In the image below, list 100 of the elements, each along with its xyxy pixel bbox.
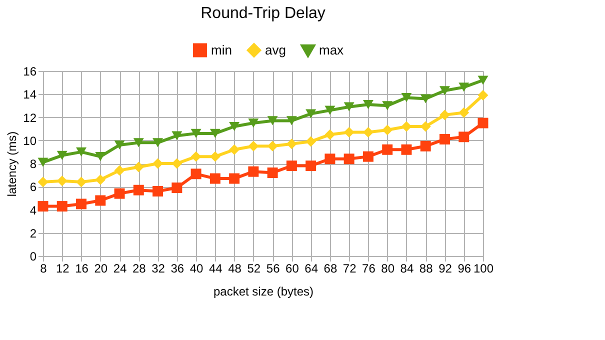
point xyxy=(306,160,316,172)
point xyxy=(439,86,450,96)
point xyxy=(248,166,259,177)
point xyxy=(286,138,297,150)
x-tick-label: 20 xyxy=(94,262,108,276)
point xyxy=(286,160,297,172)
point xyxy=(114,188,125,199)
y-axis-title: latency (ms) xyxy=(5,131,20,197)
point xyxy=(382,144,393,155)
point xyxy=(76,147,87,156)
point xyxy=(38,176,48,188)
x-tick-label: 72 xyxy=(342,262,357,276)
y-tick-label: 4 xyxy=(30,203,37,218)
point xyxy=(267,168,278,178)
point xyxy=(133,138,144,148)
x-tick-label: 56 xyxy=(266,262,280,276)
point xyxy=(401,144,412,155)
y-tick-label: 8 xyxy=(30,157,37,171)
point xyxy=(38,201,48,212)
point xyxy=(38,158,48,167)
chart-title: Round-Trip Delay xyxy=(200,5,326,22)
y-tick-label: 0 xyxy=(30,250,37,264)
point xyxy=(439,134,450,144)
x-tick-label: 24 xyxy=(113,262,128,276)
x-tick-label: 76 xyxy=(362,262,376,276)
point xyxy=(248,118,259,128)
point xyxy=(306,109,316,118)
point xyxy=(210,128,220,138)
point xyxy=(478,90,488,101)
y-tick-label: 6 xyxy=(30,180,37,194)
x-tick-label: 80 xyxy=(381,262,395,276)
point xyxy=(439,110,450,120)
point xyxy=(362,151,374,162)
point xyxy=(420,94,431,104)
point xyxy=(114,165,125,176)
point xyxy=(478,76,488,85)
point xyxy=(344,127,354,138)
point xyxy=(478,118,488,128)
point xyxy=(229,173,240,184)
point xyxy=(56,150,68,160)
point xyxy=(152,138,164,148)
x-tick-label: 52 xyxy=(247,262,261,276)
point xyxy=(382,124,393,136)
point xyxy=(401,121,412,132)
point xyxy=(362,100,374,110)
x-tick-label: 16 xyxy=(75,262,89,276)
point xyxy=(401,93,412,102)
point xyxy=(95,152,106,162)
x-tick-label: 32 xyxy=(152,262,166,276)
point xyxy=(420,140,431,152)
point xyxy=(324,129,336,140)
x-tick-label: 48 xyxy=(228,262,242,276)
y-tick-label: 16 xyxy=(23,64,37,78)
point xyxy=(190,128,202,138)
legend-label: avg xyxy=(265,42,286,58)
x-axis-title: packet size (bytes) xyxy=(213,284,314,298)
x-tick-label: 92 xyxy=(438,262,452,276)
point xyxy=(458,132,470,142)
point xyxy=(172,182,182,194)
point xyxy=(420,121,431,132)
x-tick-label: 40 xyxy=(190,262,204,276)
point xyxy=(190,168,202,180)
x-tick-label: 100 xyxy=(473,262,494,276)
point xyxy=(190,151,202,162)
point xyxy=(362,127,374,138)
y-tick-label: 12 xyxy=(23,110,37,125)
x-tick-label: 68 xyxy=(324,262,338,276)
y-tick-label: 10 xyxy=(23,134,37,148)
x-tick-label: 8 xyxy=(40,262,48,276)
legend-label: min xyxy=(211,42,232,58)
point xyxy=(95,174,106,185)
point xyxy=(267,116,278,126)
point xyxy=(114,140,125,150)
legend-label: max xyxy=(319,42,344,58)
x-tick-label: 12 xyxy=(56,262,70,276)
x-tick-label: 44 xyxy=(208,262,223,276)
point xyxy=(210,173,220,184)
point xyxy=(458,82,470,92)
point xyxy=(133,184,144,196)
point xyxy=(56,176,68,186)
point xyxy=(172,131,182,140)
point xyxy=(56,201,68,212)
point xyxy=(382,101,393,110)
y-tick-label: 2 xyxy=(30,226,37,240)
point xyxy=(458,107,470,118)
point xyxy=(229,122,240,132)
point xyxy=(95,195,106,206)
point xyxy=(344,154,354,164)
point xyxy=(267,140,278,152)
point xyxy=(324,106,336,115)
x-tick-label: 60 xyxy=(286,262,300,276)
point xyxy=(248,140,259,152)
point xyxy=(210,151,220,162)
point xyxy=(133,162,144,172)
x-tick-label: 28 xyxy=(132,262,146,276)
point xyxy=(324,154,336,164)
point xyxy=(172,158,182,169)
x-tick-label: 96 xyxy=(458,262,472,276)
point xyxy=(306,136,316,147)
point xyxy=(152,186,164,196)
